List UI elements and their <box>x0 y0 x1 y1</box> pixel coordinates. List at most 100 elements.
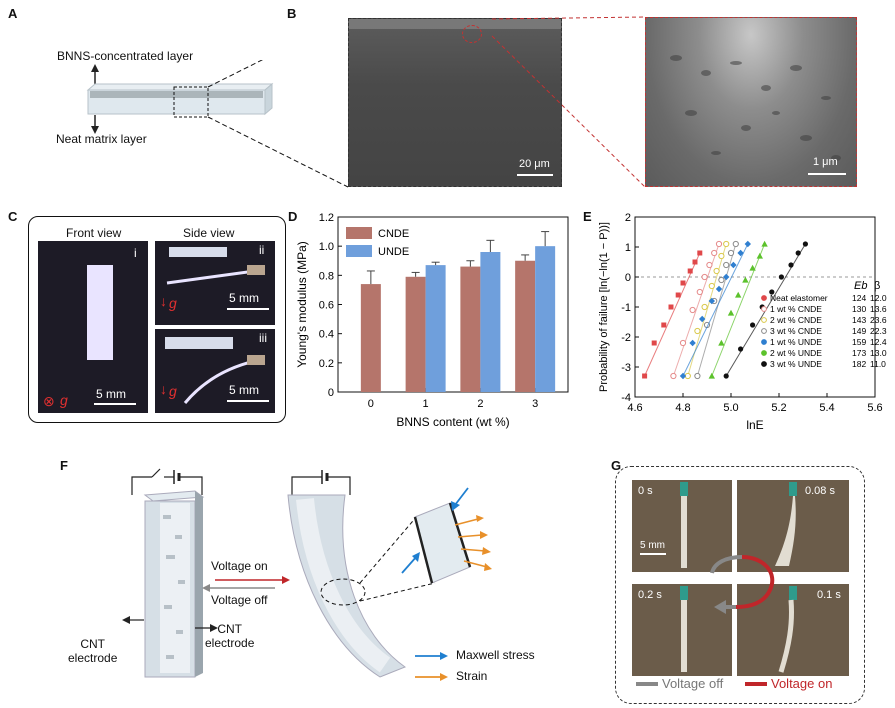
actuator-0.1s <box>778 599 794 673</box>
frame-0.2s: 0.2 s <box>632 584 732 676</box>
point-s2-1 <box>694 327 701 335</box>
clamp-0.08s <box>789 482 797 496</box>
legend-marker-6 <box>761 361 767 367</box>
front-view-photo: i ⊗ g 5 mm <box>38 241 148 413</box>
y-tick-label-d: 1.0 <box>319 241 334 253</box>
panel-g-frame <box>615 466 865 704</box>
point-s5-2 <box>727 309 735 316</box>
point-s2-4 <box>713 267 720 275</box>
point-s6-6 <box>788 262 794 268</box>
panel-label-f: F <box>60 458 68 473</box>
clamp-0.1s <box>789 586 797 600</box>
scale-label-left: 20 μm <box>519 158 550 170</box>
point-s1-6 <box>711 249 718 257</box>
panel-label-d: D <box>288 209 298 224</box>
strain-legend: Strain <box>456 669 488 683</box>
legend-eb-5: 173 <box>852 348 866 358</box>
point-s4-4 <box>715 285 723 293</box>
point-s2-3 <box>708 282 715 290</box>
point-s6-0 <box>723 373 729 379</box>
cycle-arrows <box>710 555 775 614</box>
point-s4-0 <box>679 372 687 380</box>
point-s6-8 <box>802 241 808 247</box>
maxwell-stress-legend: Maxwell stress <box>456 648 535 662</box>
voltage-off-swatch <box>636 682 658 686</box>
point-s4-7 <box>737 249 744 257</box>
actuator-0s <box>681 496 687 568</box>
legend-eb-4: 159 <box>852 337 866 347</box>
legend-name-2: 2 wt % CNDE <box>770 315 822 325</box>
point-s3-4 <box>723 261 730 269</box>
legend-header-beta: β <box>874 280 880 292</box>
point-s3-6 <box>732 240 739 248</box>
point-s5-7 <box>761 240 768 247</box>
point-s4-8 <box>744 240 751 248</box>
legend-marker-3 <box>761 328 767 334</box>
legend-name-1: 1 wt % CNDE <box>770 304 822 314</box>
y-tick-label-d: 0.2 <box>319 358 334 370</box>
time-0s: 0 s <box>638 485 653 497</box>
side-view-title: Side view <box>183 226 235 240</box>
panel-label-a: A <box>8 6 18 21</box>
x-tick-label-e: 4.8 <box>675 402 690 414</box>
legend-beta-4: 12.4 <box>870 337 887 347</box>
legend-beta-6: 11.0 <box>870 359 886 369</box>
legend-eb-6: 182 <box>852 359 866 369</box>
legend-name-6: 3 wt % UNDE <box>770 359 822 369</box>
fit-line-3 <box>696 243 737 377</box>
cnt-electrode-left-label: CNT electrode <box>68 637 118 665</box>
y-tick-label-e: 0 <box>625 272 631 284</box>
point-s5-4 <box>742 276 749 283</box>
point-s1-4 <box>701 273 708 281</box>
legend-eb-2: 143 <box>852 315 866 325</box>
panel-c-frame <box>28 216 286 423</box>
g-scale-label: 5 mm <box>640 540 665 551</box>
fit-line-5 <box>711 243 766 377</box>
point-s1-5 <box>706 261 713 269</box>
front-scale-bar <box>94 403 136 405</box>
fit-line-4 <box>682 243 749 377</box>
panel-b-zoom-lines <box>491 16 646 188</box>
time-0.08s: 0.08 s <box>805 485 835 497</box>
y-tick-label-d: 0 <box>328 387 334 399</box>
x-tick-label-e: 5.4 <box>819 402 834 414</box>
side-scale-bar-ii <box>227 308 269 310</box>
point-s2-6 <box>723 240 730 248</box>
y-axis-label-d: Young's modulus (MPa) <box>295 241 309 368</box>
sem-zoom-texture <box>670 55 841 161</box>
point-s5-6 <box>756 252 763 259</box>
point-s0-7 <box>692 259 698 265</box>
point-s0-6 <box>687 268 693 274</box>
point-s3-0 <box>694 372 701 380</box>
voltage-on-label: Voltage on <box>211 559 268 573</box>
youngs-modulus-bar-chart: 0 0.2 0.4 0.6 0.8 1.0 1.2 0 1 2 3 CNDE UNDE BNNS cont… <box>295 212 569 429</box>
bar-cnde-1 <box>405 276 426 392</box>
bnns-layer-label: BNNS-concentrated layer <box>57 49 194 63</box>
point-s5-3 <box>735 291 742 298</box>
gravity-into-page-icon: ⊗ <box>43 393 55 409</box>
time-0.1s: 0.1 s <box>817 589 841 601</box>
point-s6-7 <box>795 250 801 256</box>
point-s6-5 <box>778 274 784 280</box>
front-view-title: Front view <box>66 226 122 240</box>
actuation-schematic <box>122 468 492 681</box>
legend-name-5: 2 wt % UNDE <box>770 348 822 358</box>
x-tick-label-d: 1 <box>423 398 429 410</box>
point-s2-5 <box>718 252 725 260</box>
point-s0-5 <box>680 280 686 286</box>
clamp-0s <box>680 482 688 496</box>
x-tick-label-d: 0 <box>368 398 374 410</box>
sem-zoom-image: 1 μm <box>645 17 857 187</box>
point-s5-0 <box>708 372 715 379</box>
legend-beta-5: 13.0 <box>870 348 887 358</box>
point-s4-6 <box>730 261 737 269</box>
bar-cnde-3 <box>515 260 536 392</box>
voltage-off-label: Voltage off <box>211 593 268 607</box>
y-tick-label-e: 1 <box>625 242 631 254</box>
legend-marker-1 <box>761 306 767 312</box>
y-tick-label-e: 2 <box>625 212 631 224</box>
y-tick-label-d: 0.6 <box>319 300 334 312</box>
bar-cnde-0 <box>360 284 381 392</box>
y-tick-label-d: 1.2 <box>319 212 334 224</box>
point-s1-3 <box>696 288 703 296</box>
